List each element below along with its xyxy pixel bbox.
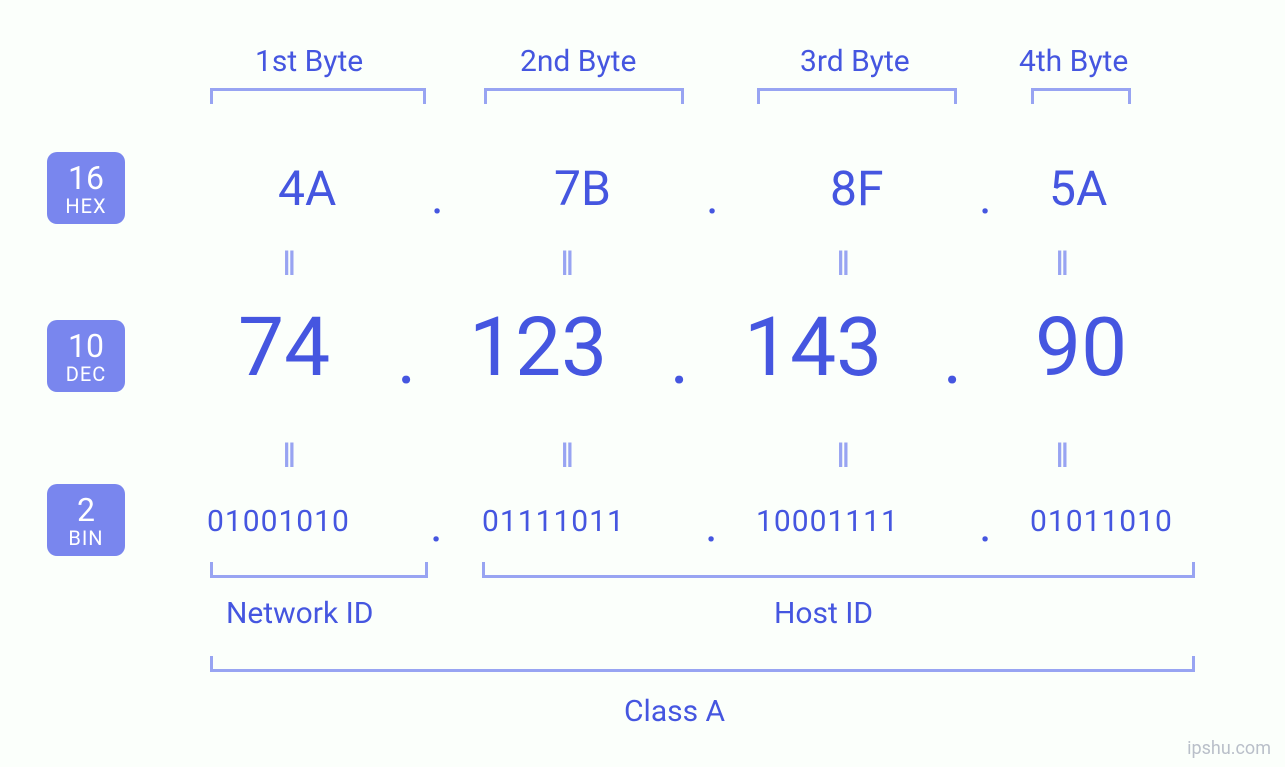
bin-dot-3: . (979, 496, 992, 553)
equals-1-1: II (282, 244, 293, 284)
dec-byte-3: 143 (744, 300, 882, 396)
byte-label-2: 2nd Byte (520, 44, 636, 79)
dec-byte-2: 123 (469, 300, 607, 396)
base-badge-dec: 10 DEC (47, 320, 125, 392)
label-class: Class A (624, 694, 725, 729)
byte-label-1: 1st Byte (255, 44, 363, 79)
bracket-host-id (482, 562, 1195, 578)
bin-byte-2: 01111011 (482, 504, 625, 539)
bracket-byte-4 (1031, 88, 1131, 104)
dec-byte-4: 90 (1035, 300, 1127, 396)
ip-diagram: 1st Byte 2nd Byte 3rd Byte 4th Byte 16 H… (0, 0, 1285, 767)
equals-1-4: II (1055, 244, 1066, 284)
base-num: 10 (47, 330, 125, 362)
equals-2-1: II (282, 436, 293, 476)
bin-byte-3: 10001111 (756, 504, 899, 539)
label-network-id: Network ID (226, 596, 373, 631)
bracket-byte-2 (484, 88, 684, 104)
equals-2-2: II (560, 436, 571, 476)
label-host-id: Host ID (774, 596, 873, 631)
base-badge-bin: 2 BIN (47, 484, 125, 556)
bin-dot-1: . (430, 496, 443, 553)
hex-byte-2: 7B (554, 160, 611, 217)
base-num: 16 (47, 162, 125, 194)
bin-dot-2: . (705, 496, 718, 553)
hex-dot-1: . (431, 168, 444, 225)
base-lbl: HEX (47, 196, 125, 216)
dec-byte-1: 74 (238, 300, 330, 396)
bin-byte-1: 01001010 (207, 504, 350, 539)
bracket-class (210, 656, 1195, 672)
base-lbl: DEC (47, 364, 125, 384)
hex-byte-3: 8F (830, 160, 884, 217)
bracket-byte-1 (210, 88, 426, 104)
dec-dot-2: . (670, 316, 689, 401)
dec-dot-1: . (397, 316, 416, 401)
base-badge-hex: 16 HEX (47, 152, 125, 224)
dec-dot-3: . (943, 316, 962, 401)
equals-1-2: II (560, 244, 571, 284)
hex-dot-2: . (706, 168, 719, 225)
hex-byte-1: 4A (278, 160, 336, 217)
hex-byte-4: 5A (1049, 160, 1107, 217)
equals-2-3: II (836, 436, 847, 476)
hex-dot-3: . (979, 168, 992, 225)
equals-2-4: II (1055, 436, 1066, 476)
byte-label-3: 3rd Byte (800, 44, 910, 79)
bracket-byte-3 (757, 88, 957, 104)
watermark: ipshu.com (1187, 738, 1271, 759)
base-lbl: BIN (47, 528, 125, 548)
base-num: 2 (47, 494, 125, 526)
equals-1-3: II (836, 244, 847, 284)
bin-byte-4: 01011010 (1030, 504, 1173, 539)
bracket-network-id (210, 562, 428, 578)
byte-label-4: 4th Byte (1019, 44, 1128, 79)
